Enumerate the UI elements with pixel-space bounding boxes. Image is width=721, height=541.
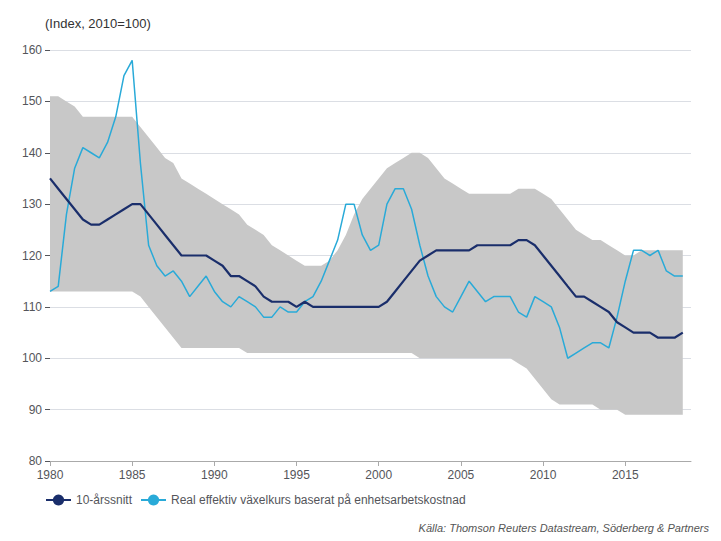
svg-text:2000: 2000: [365, 468, 392, 482]
svg-text:90: 90: [29, 403, 43, 417]
svg-text:2015: 2015: [612, 468, 639, 482]
svg-text:1990: 1990: [201, 468, 228, 482]
svg-text:130: 130: [22, 197, 42, 211]
svg-text:(Index, 2010=100): (Index, 2010=100): [45, 16, 151, 31]
svg-text:160: 160: [22, 43, 42, 57]
svg-text:150: 150: [22, 94, 42, 108]
svg-text:10-årssnitt: 10-årssnitt: [76, 493, 133, 507]
svg-text:Källa: Thomson Reuters Datastr: Källa: Thomson Reuters Datastream, Söder…: [419, 522, 710, 534]
svg-text:1995: 1995: [283, 468, 310, 482]
svg-text:1985: 1985: [119, 468, 146, 482]
svg-text:1980: 1980: [37, 468, 64, 482]
svg-text:80: 80: [29, 454, 43, 468]
svg-text:2005: 2005: [448, 468, 475, 482]
svg-text:120: 120: [22, 249, 42, 263]
svg-text:Real effektiv växelkurs basera: Real effektiv växelkurs baserat på enhet…: [171, 493, 466, 507]
svg-text:110: 110: [23, 300, 42, 314]
svg-text:140: 140: [22, 146, 42, 160]
svg-text:100: 100: [22, 351, 42, 365]
svg-text:2010: 2010: [530, 468, 557, 482]
